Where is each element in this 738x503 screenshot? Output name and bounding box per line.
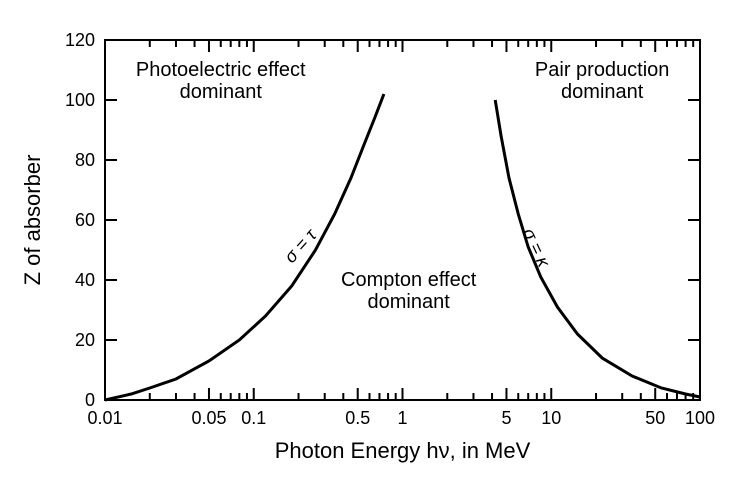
x-tick-label: 5 (501, 408, 511, 428)
curve-label-sigma_eq_kappa: σ = κ (519, 225, 555, 271)
x-tick-label: 0.5 (345, 408, 370, 428)
y-tick-label: 20 (75, 330, 95, 350)
curve-sigma_eq_tau (105, 94, 384, 400)
x-tick-label: 100 (685, 408, 715, 428)
y-tick-label: 80 (75, 150, 95, 170)
curve-label-sigma_eq_tau: σ = τ (280, 224, 321, 267)
region-label-1: Compton effectdominant (341, 269, 477, 313)
y-tick-label: 100 (65, 90, 95, 110)
x-axis-title: Photon Energy hν, in MeV (275, 438, 531, 463)
y-tick-label: 40 (75, 270, 95, 290)
x-tick-label: 0.1 (241, 408, 266, 428)
chart-svg: 0.01 0.05 0.1 0.5 1 5 10 50 100 0 20 40 60 80 100 120 Ph… (0, 0, 738, 503)
y-tick-label: 60 (75, 210, 95, 230)
photon-interaction-chart: 0.01 0.05 0.1 0.5 1 5 10 50 100 0 20 40 60 80 100 120 Ph… (0, 0, 738, 503)
region-label-0: Photoelectric effectdominant (136, 59, 306, 103)
x-tick-label: 50 (645, 408, 665, 428)
x-tick-label: 0.05 (191, 408, 226, 428)
x-tick-label: 10 (541, 408, 561, 428)
x-tick-label: 1 (397, 408, 407, 428)
y-tick-label: 120 (65, 30, 95, 50)
region-label-2: Pair productiondominant (535, 59, 670, 103)
y-axis-title: Z of absorber (20, 155, 45, 286)
y-tick-label: 0 (85, 390, 95, 410)
x-tick-label: 0.01 (87, 408, 122, 428)
